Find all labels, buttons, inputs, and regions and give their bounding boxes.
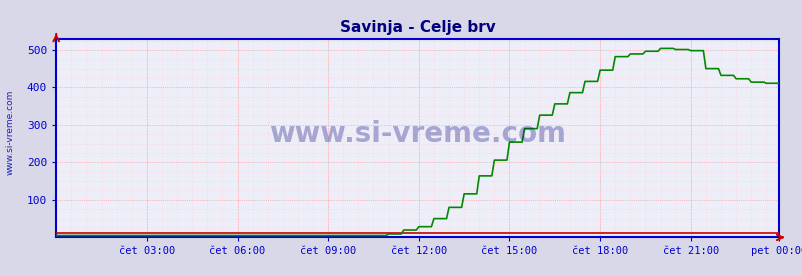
Text: www.si-vreme.com: www.si-vreme.com	[269, 120, 565, 148]
Title: Savinja - Celje brv: Savinja - Celje brv	[339, 20, 495, 35]
Text: www.si-vreme.com: www.si-vreme.com	[5, 90, 14, 175]
